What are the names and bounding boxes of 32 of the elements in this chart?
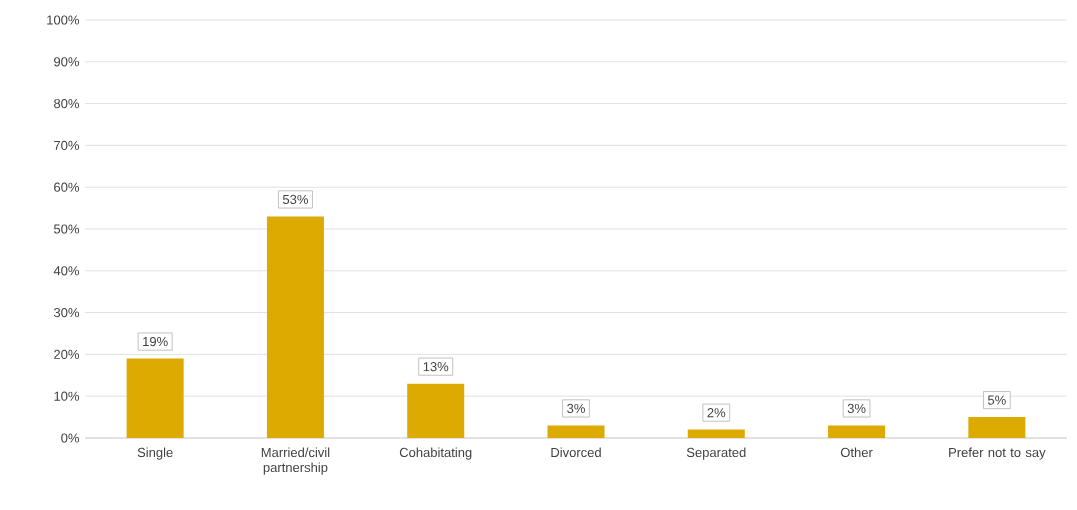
x-tick-label: Single xyxy=(137,447,173,460)
x-tick-label: Separated xyxy=(686,447,746,460)
bar xyxy=(687,429,745,438)
x-tick-label: Prefer not to say xyxy=(949,447,1046,460)
y-tick-label: 50% xyxy=(53,224,80,234)
bar xyxy=(828,425,886,438)
data-label: 19% xyxy=(143,336,168,347)
y-tick-label: 0% xyxy=(61,433,80,443)
data-label: 53% xyxy=(282,194,308,205)
y-tick-label: 10% xyxy=(54,391,80,401)
y-tick-label: 40% xyxy=(53,266,80,276)
x-tick-label: Married/civil partnership xyxy=(261,447,330,475)
data-label: 5% xyxy=(987,395,1006,405)
data-label: 2% xyxy=(707,408,726,418)
x-tick-label: Cohabitating xyxy=(399,447,472,460)
bar xyxy=(266,216,324,438)
y-tick-label: 90% xyxy=(54,57,80,67)
y-tick-label: 30% xyxy=(53,307,80,318)
x-tick-label: Other xyxy=(840,447,873,458)
bar xyxy=(547,425,605,438)
data-label: 13% xyxy=(423,362,449,372)
y-tick-label: 60% xyxy=(54,182,80,192)
data-label: 3% xyxy=(567,403,585,414)
y-tick-label: 100% xyxy=(47,15,80,25)
data-label: 3% xyxy=(847,403,866,414)
x-tick-label: Divorced xyxy=(551,447,601,458)
y-tick-label: 20% xyxy=(54,349,80,359)
bar xyxy=(407,383,465,438)
y-tick-label: 80% xyxy=(54,98,80,109)
bar xyxy=(126,358,184,438)
bar xyxy=(968,417,1026,438)
y-tick-label: 70% xyxy=(54,140,80,150)
